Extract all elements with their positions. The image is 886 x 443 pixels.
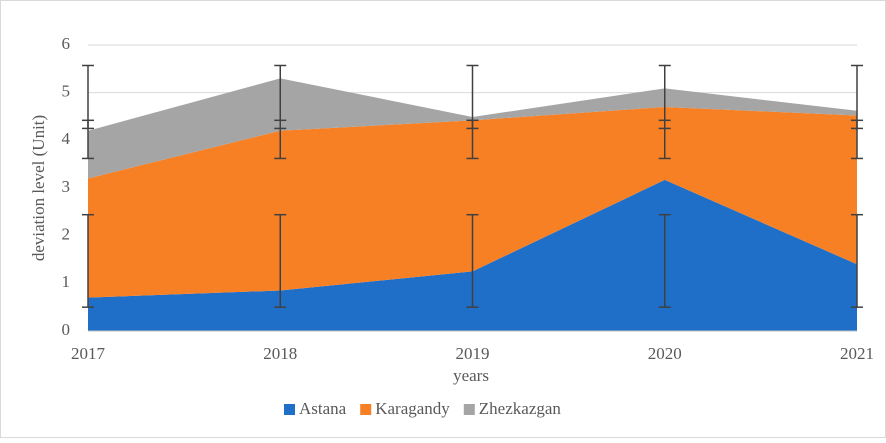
y-tick-label: 5: [62, 82, 71, 101]
x-axis-title: years: [453, 366, 489, 385]
error-bar: [658, 64, 671, 130]
y-tick-label: 3: [62, 177, 71, 196]
error-bar: [466, 64, 479, 130]
x-tick-label: 2021: [840, 344, 874, 363]
error-bar: [82, 64, 94, 130]
legend-label: Zhezkazgan: [479, 399, 562, 418]
legend-swatch: [463, 404, 475, 415]
x-tick-label: 2018: [263, 344, 297, 363]
error-bar: [82, 213, 94, 308]
legend-swatch: [284, 404, 295, 415]
error-bar: [274, 64, 287, 130]
error-bar: [851, 64, 863, 130]
legend-label: Astana: [299, 399, 347, 418]
legend-swatch: [360, 404, 372, 415]
x-tick-label: 2020: [648, 344, 682, 363]
y-tick-label: 1: [62, 272, 71, 291]
y-tick-label: 0: [62, 320, 71, 339]
y-tick-label: 2: [62, 225, 71, 244]
error-bar: [466, 213, 479, 308]
error-bar: [274, 213, 287, 308]
error-bar: [658, 213, 671, 308]
x-tick-label: 2019: [456, 344, 490, 363]
y-tick-label: 4: [62, 129, 71, 148]
y-axis-title: deviation level (Unit): [29, 115, 48, 261]
y-tick-label: 6: [62, 34, 71, 53]
legend-label: Karagandy: [375, 399, 450, 418]
x-tick-label: 2017: [71, 344, 106, 363]
error-bar: [851, 213, 863, 308]
